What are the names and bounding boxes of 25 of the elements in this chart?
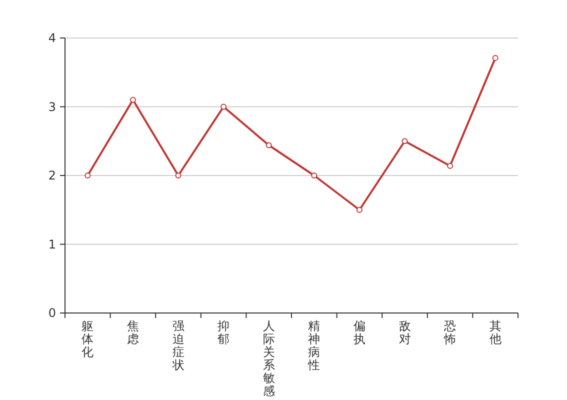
point — [175, 172, 182, 178]
point — [356, 206, 362, 213]
point — [84, 172, 91, 178]
y-tick-label: 3 — [48, 100, 56, 114]
y-tick-label: 1 — [48, 237, 56, 252]
point — [266, 142, 272, 148]
y-tick-label: 4 — [48, 31, 56, 46]
x-tick-label: 恐怖 — [443, 319, 456, 346]
x-tick-label: 其他 — [489, 319, 502, 346]
x-tick-label: 焦虑 — [126, 319, 139, 346]
x-tick-label: 抑郁 — [218, 319, 230, 346]
point — [130, 96, 136, 103]
point — [492, 54, 498, 61]
x-tick-label: 躯体化 — [82, 319, 94, 359]
x-tick-label: 敌对 — [398, 319, 411, 346]
point — [220, 104, 227, 110]
point — [311, 172, 318, 178]
x-tick-label: 人际关系敏感 — [262, 319, 275, 398]
point — [402, 138, 408, 144]
x-tick-label: 偏执 — [353, 319, 366, 346]
point — [447, 162, 454, 169]
x-tick-label: 强迫症状 — [171, 319, 184, 372]
x-tick-label: 精神病性 — [307, 319, 320, 372]
y-tick-label: 0 — [48, 306, 56, 320]
y-tick-label: 2 — [48, 168, 56, 183]
